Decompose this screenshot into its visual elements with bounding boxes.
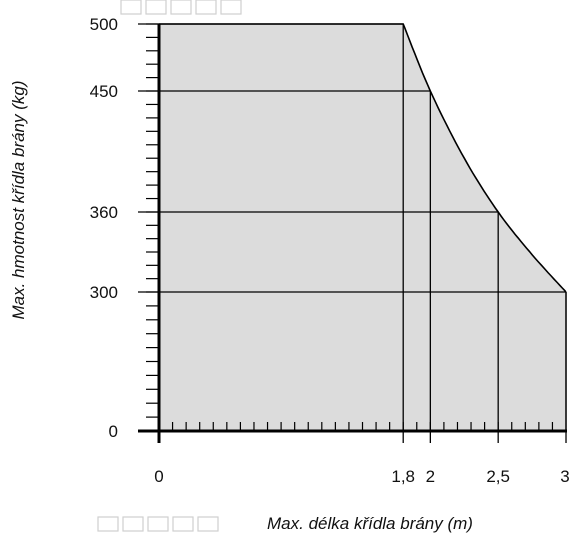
- x-tick-label: 2: [426, 467, 435, 486]
- y-tick-label: 360: [90, 203, 118, 222]
- x-tick-label: 1,8: [391, 467, 415, 486]
- y-axis-title: Max. hmotnost křídla brány (kg): [9, 80, 28, 319]
- chart-marks: 0 1,8 2 2,5 3 0 300 360 450 500: [90, 15, 570, 486]
- y-tick-label: 0: [109, 422, 118, 441]
- series-line: [159, 23, 567, 293]
- x-tick-label: 2,5: [486, 467, 510, 486]
- y-tick-label: 450: [90, 82, 118, 101]
- envelope-area: [159, 24, 567, 431]
- x-axis-title: Max. délka křídla brány (m): [267, 514, 473, 533]
- watermark: [97, 0, 242, 532]
- x-tick-label: 3: [560, 467, 569, 486]
- plot-area: [138, 23, 567, 431]
- y-tick-label: 500: [90, 15, 118, 34]
- y-tick-label: 300: [90, 283, 118, 302]
- x-tick-label: 0: [154, 467, 163, 486]
